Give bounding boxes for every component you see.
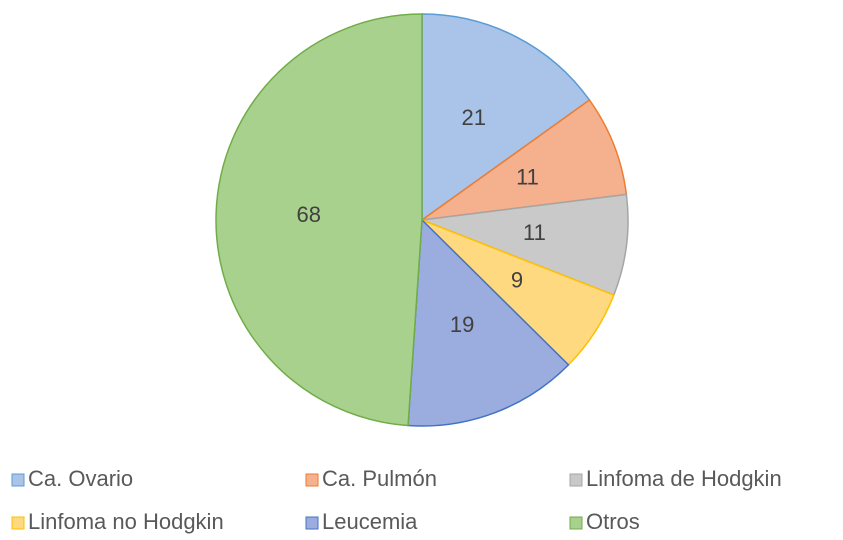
legend-label: Linfoma no Hodgkin: [28, 509, 224, 534]
data-label: 19: [450, 312, 474, 337]
pie-slice: [407, 218, 570, 427]
legend-label: Linfoma de Hodgkin: [586, 466, 782, 491]
pie-slice: [421, 193, 629, 297]
legend-swatch: [305, 473, 319, 487]
pie-slice: [421, 99, 628, 221]
data-label: 9: [511, 268, 523, 293]
legend-swatch: [11, 516, 25, 530]
data-label: 68: [297, 202, 321, 227]
data-label: 21: [462, 105, 486, 130]
legend-label: Leucemia: [322, 509, 418, 534]
legend-swatch: [11, 473, 25, 487]
pie-slice: [215, 13, 423, 427]
pie-slice: [421, 13, 591, 222]
data-label: 11: [516, 165, 539, 190]
legend-label: Ca. Pulmón: [322, 466, 437, 491]
legend-label: Otros: [586, 509, 640, 534]
legend-label: Ca. Ovario: [28, 466, 133, 491]
data-label: 11: [523, 220, 546, 245]
legend-swatch: [569, 473, 583, 487]
legend-swatch: [569, 516, 583, 530]
legend-swatch: [305, 516, 319, 530]
